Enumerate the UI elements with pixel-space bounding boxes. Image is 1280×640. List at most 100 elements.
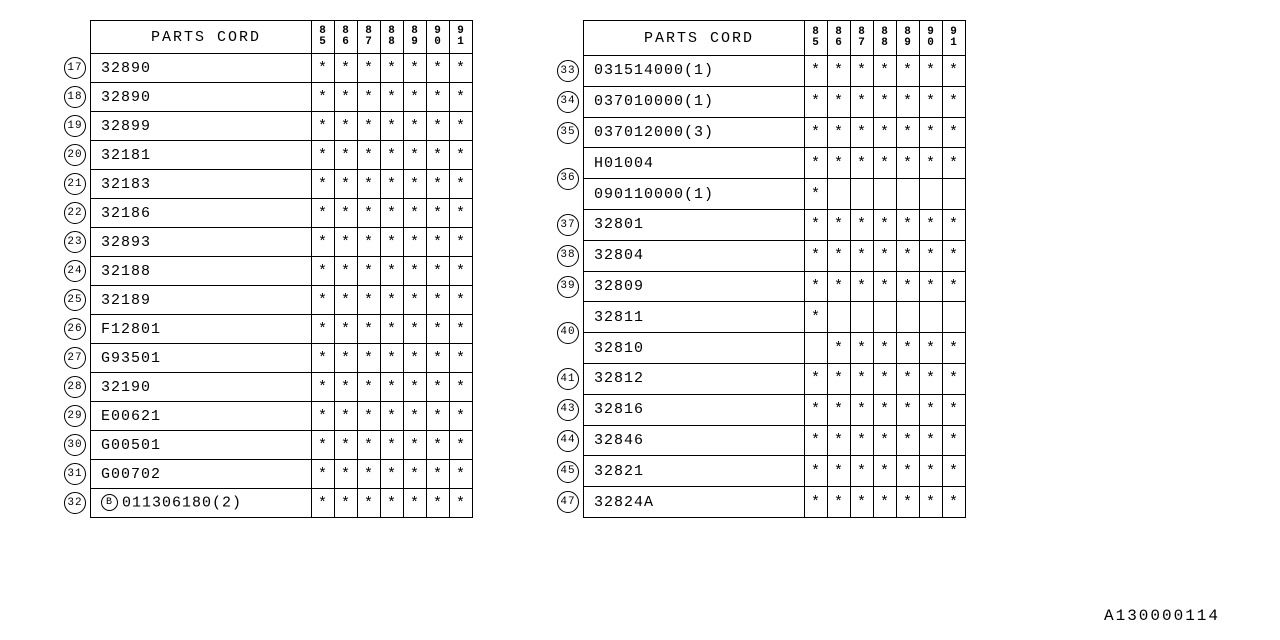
availability-mark: * bbox=[897, 86, 920, 117]
availability-mark: * bbox=[450, 199, 473, 228]
part-code-cell: 32190 bbox=[91, 373, 312, 402]
part-code-text: 32810 bbox=[594, 340, 644, 357]
row-index-badge: 34 bbox=[553, 86, 584, 117]
part-code-cell: 32183 bbox=[91, 170, 312, 199]
part-code-text: 32824A bbox=[594, 494, 654, 511]
table-row: 4732824A******* bbox=[553, 487, 966, 518]
year-header: 89 bbox=[404, 21, 427, 54]
row-index-badge: 36 bbox=[553, 148, 584, 210]
availability-mark: * bbox=[381, 286, 404, 315]
availability-mark: * bbox=[920, 56, 943, 87]
availability-mark: * bbox=[943, 117, 966, 148]
availability-mark: * bbox=[450, 431, 473, 460]
part-code-cell: 090110000(1) bbox=[584, 179, 805, 210]
availability-mark: * bbox=[358, 199, 381, 228]
table-row: 090110000(1)* bbox=[553, 179, 966, 210]
availability-mark: * bbox=[427, 286, 450, 315]
availability-mark: * bbox=[381, 431, 404, 460]
parts-table-left: PARTS CORD858687888990911732890*******18… bbox=[60, 20, 473, 518]
availability-mark: * bbox=[897, 240, 920, 271]
availability-mark: * bbox=[805, 148, 828, 179]
table-row: 3732801******* bbox=[553, 210, 966, 241]
availability-mark: * bbox=[358, 257, 381, 286]
availability-mark: * bbox=[335, 373, 358, 402]
availability-mark: * bbox=[381, 199, 404, 228]
availability-mark: * bbox=[943, 56, 966, 87]
availability-mark bbox=[828, 179, 851, 210]
part-code-text: F12801 bbox=[101, 321, 161, 338]
availability-mark: * bbox=[312, 54, 335, 83]
year-header: 87 bbox=[358, 21, 381, 54]
availability-mark: * bbox=[335, 54, 358, 83]
availability-mark: * bbox=[312, 257, 335, 286]
table-row: 2532189******* bbox=[60, 286, 473, 315]
availability-mark: * bbox=[381, 257, 404, 286]
availability-mark: * bbox=[805, 487, 828, 518]
availability-mark: * bbox=[358, 170, 381, 199]
part-code-text: 037012000(3) bbox=[594, 124, 714, 141]
availability-mark: * bbox=[851, 271, 874, 302]
part-code-text: E00621 bbox=[101, 408, 161, 425]
parts-cord-header: PARTS CORD bbox=[584, 21, 805, 56]
availability-mark: * bbox=[427, 141, 450, 170]
availability-mark: * bbox=[381, 344, 404, 373]
availability-mark: * bbox=[358, 431, 381, 460]
availability-mark: * bbox=[805, 302, 828, 333]
part-code-cell: 031514000(1) bbox=[584, 56, 805, 87]
availability-mark: * bbox=[450, 257, 473, 286]
availability-mark: * bbox=[874, 425, 897, 456]
part-code-cell: 32846 bbox=[584, 425, 805, 456]
availability-mark: * bbox=[335, 489, 358, 518]
part-code-text: 037010000(1) bbox=[594, 93, 714, 110]
part-code-text: 32189 bbox=[101, 292, 151, 309]
availability-mark: * bbox=[897, 333, 920, 364]
year-header: 91 bbox=[943, 21, 966, 56]
part-code-cell: 32821 bbox=[584, 456, 805, 487]
availability-mark: * bbox=[805, 425, 828, 456]
row-index-badge: 18 bbox=[60, 83, 91, 112]
year-header: 86 bbox=[828, 21, 851, 56]
availability-mark: * bbox=[312, 228, 335, 257]
availability-mark: * bbox=[427, 315, 450, 344]
availability-mark: * bbox=[381, 112, 404, 141]
availability-mark: * bbox=[805, 86, 828, 117]
availability-mark: * bbox=[828, 333, 851, 364]
availability-mark: * bbox=[335, 257, 358, 286]
availability-mark: * bbox=[805, 364, 828, 395]
table-row: 32B011306180(2)******* bbox=[60, 489, 473, 518]
availability-mark: * bbox=[312, 286, 335, 315]
part-code-text: 32846 bbox=[594, 432, 644, 449]
availability-mark: * bbox=[381, 141, 404, 170]
year-header: 85 bbox=[312, 21, 335, 54]
availability-mark: * bbox=[943, 487, 966, 518]
availability-mark: * bbox=[851, 425, 874, 456]
part-code-cell: 32890 bbox=[91, 54, 312, 83]
availability-mark: * bbox=[943, 86, 966, 117]
availability-mark: * bbox=[312, 170, 335, 199]
availability-mark: * bbox=[404, 170, 427, 199]
availability-mark: * bbox=[335, 228, 358, 257]
availability-mark: * bbox=[920, 240, 943, 271]
part-code-text: 32186 bbox=[101, 205, 151, 222]
table-row: 2332893******* bbox=[60, 228, 473, 257]
availability-mark: * bbox=[404, 315, 427, 344]
row-index-badge: 37 bbox=[553, 210, 584, 241]
part-code-cell: G00702 bbox=[91, 460, 312, 489]
table-row: 4032811* bbox=[553, 302, 966, 333]
availability-mark: * bbox=[920, 333, 943, 364]
availability-mark: * bbox=[335, 344, 358, 373]
availability-mark: * bbox=[312, 315, 335, 344]
row-index-badge: 19 bbox=[60, 112, 91, 141]
part-code-text: G93501 bbox=[101, 350, 161, 367]
availability-mark: * bbox=[828, 210, 851, 241]
availability-mark: * bbox=[404, 112, 427, 141]
part-code-cell: 32810 bbox=[584, 333, 805, 364]
availability-mark: * bbox=[897, 456, 920, 487]
availability-mark: * bbox=[874, 148, 897, 179]
row-index-badge: 21 bbox=[60, 170, 91, 199]
availability-mark bbox=[851, 302, 874, 333]
availability-mark: * bbox=[874, 394, 897, 425]
availability-mark bbox=[828, 302, 851, 333]
availability-mark: * bbox=[828, 86, 851, 117]
part-code-cell: G93501 bbox=[91, 344, 312, 373]
